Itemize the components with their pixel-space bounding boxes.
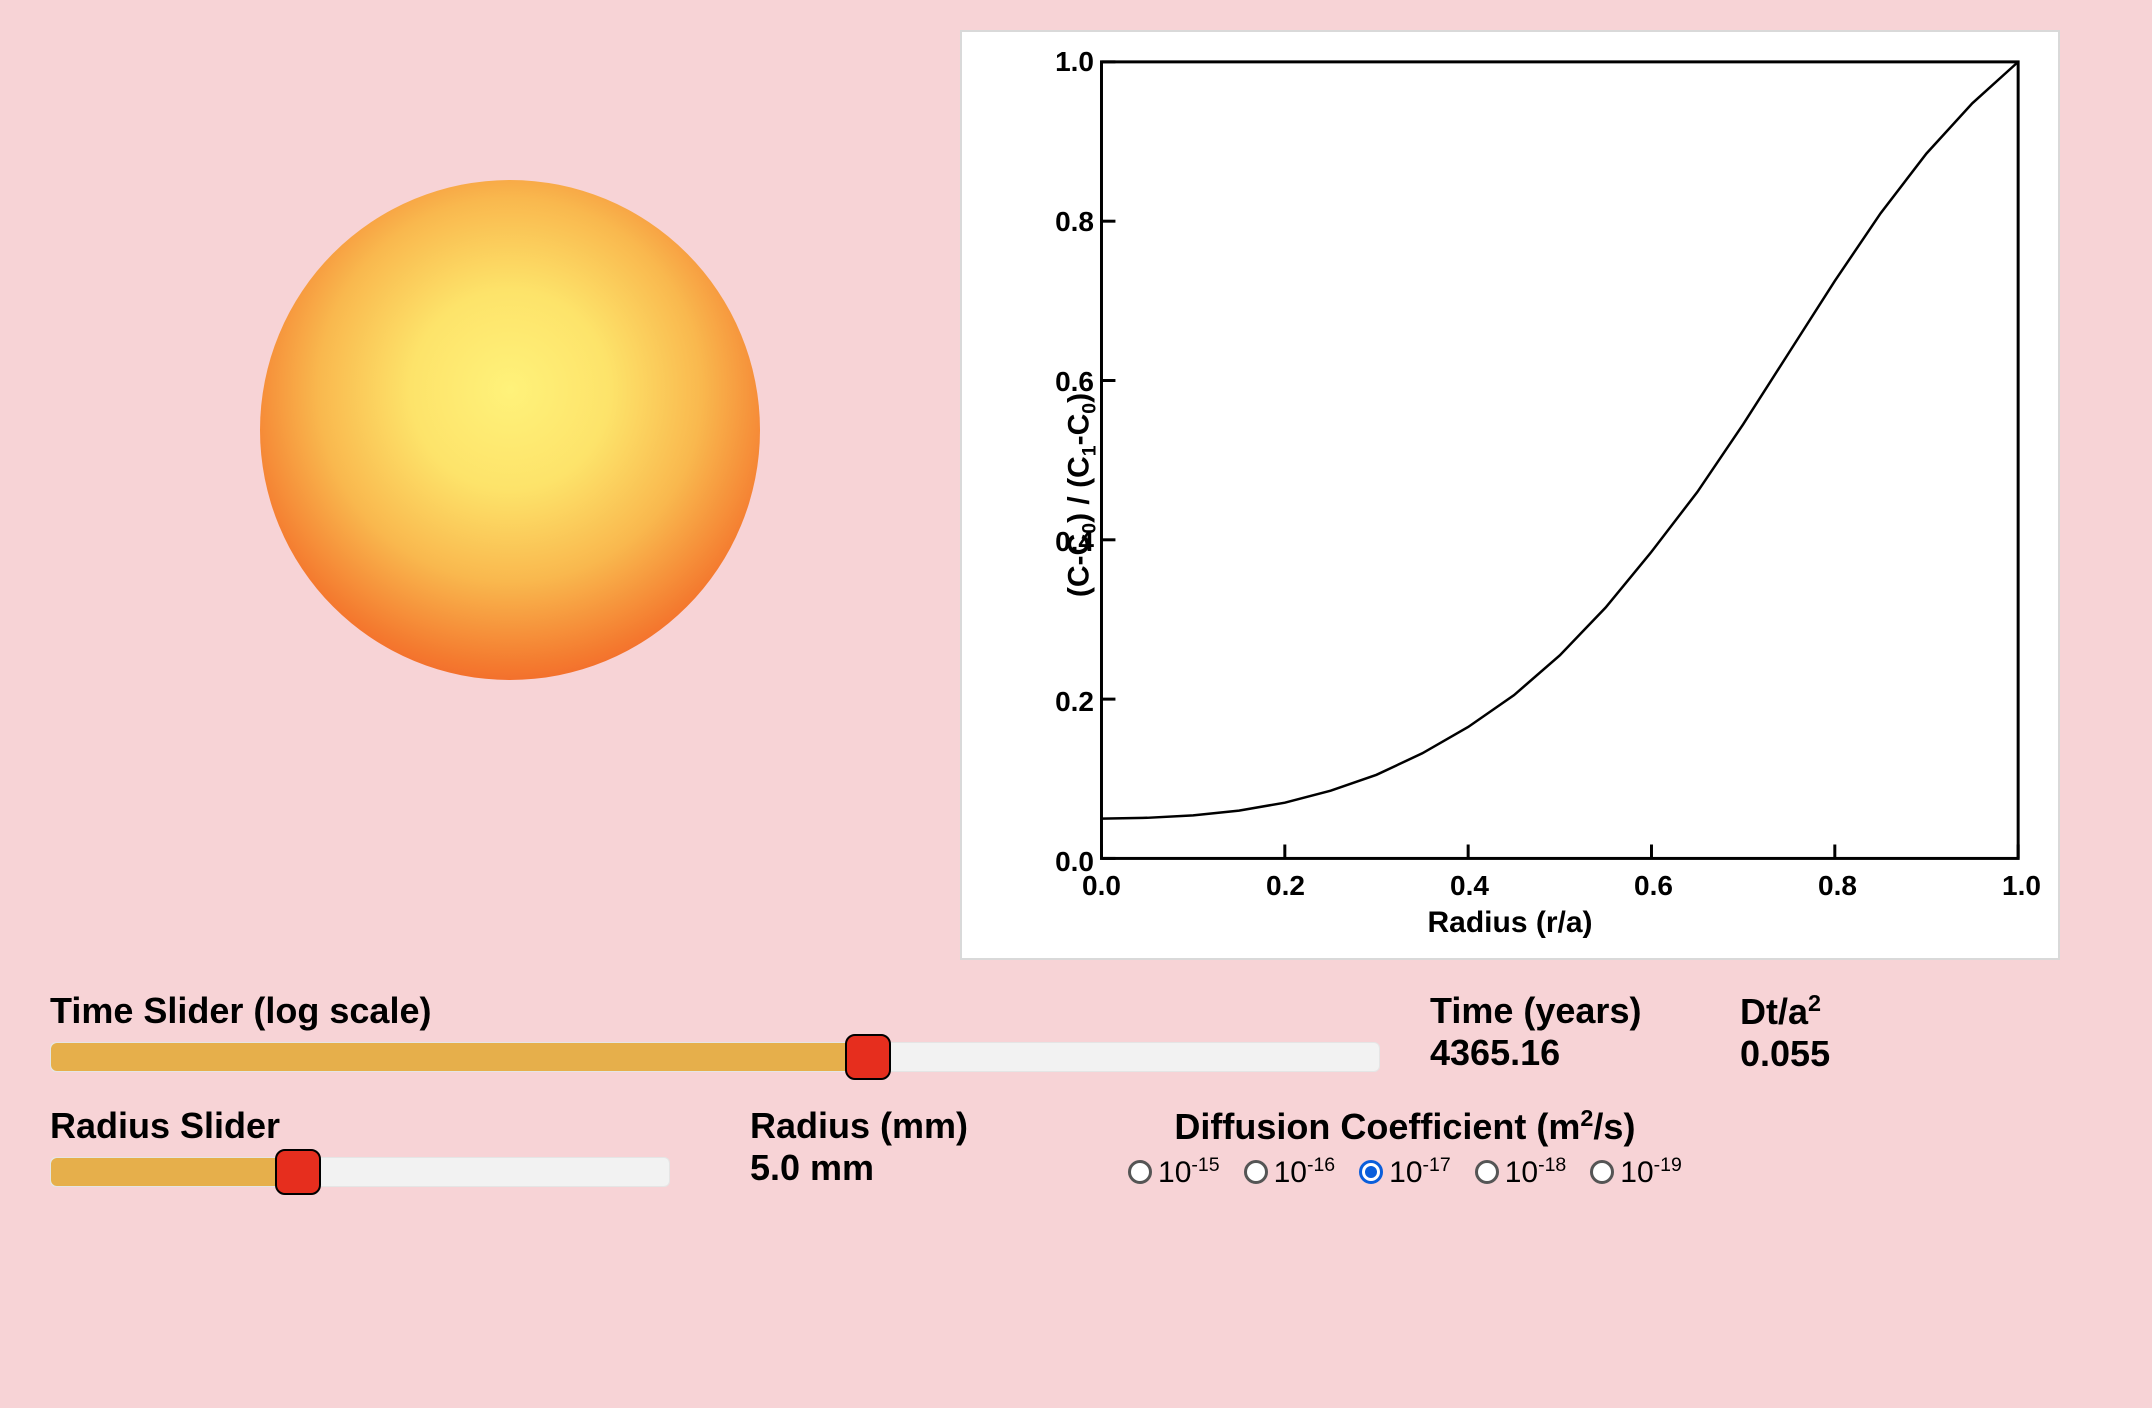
diffusion-option-label: 10-15	[1158, 1154, 1220, 1190]
diffusion-coefficient-title: Diffusion Coefficient (m2/s)	[1128, 1105, 1682, 1148]
diffusion-option-label: 10-16	[1274, 1154, 1336, 1190]
radio-icon[interactable]	[1475, 1160, 1499, 1184]
chart-ytick-label: 0.2	[1044, 686, 1094, 718]
time-readout-title: Time (years)	[1430, 990, 1670, 1032]
radius-readout: Radius (mm) 5.0 mm	[750, 1105, 968, 1189]
time-readout-value: 4365.16	[1430, 1032, 1670, 1074]
chart-xtick-label: 0.8	[1818, 870, 1857, 902]
dt-readout-value: 0.055	[1740, 1033, 1980, 1075]
time-readout: Time (years) 4365.16	[1430, 990, 1670, 1075]
chart-ytick-label: 0.6	[1044, 366, 1094, 398]
radio-icon[interactable]	[1128, 1160, 1152, 1184]
radius-readout-value: 5.0 mm	[750, 1147, 968, 1189]
diffusion-option-1e-17[interactable]: 10-17	[1359, 1154, 1451, 1190]
time-slider-block: Time Slider (log scale)	[50, 990, 1380, 1072]
time-slider-fill	[51, 1043, 868, 1071]
radius-slider[interactable]	[50, 1157, 670, 1187]
dt-readout: Dt/a2 0.055	[1740, 990, 1980, 1075]
radio-icon[interactable]	[1244, 1160, 1268, 1184]
concentration-chart	[962, 32, 2058, 958]
chart-ytick-label: 0.8	[1044, 206, 1094, 238]
radius-slider-thumb[interactable]	[275, 1149, 321, 1195]
diffusion-coefficient-block: Diffusion Coefficient (m2/s) 10-15 10-16 1…	[1128, 1105, 1682, 1190]
chart-ytick-label: 1.0	[1044, 46, 1094, 78]
radius-slider-fill	[51, 1158, 298, 1186]
diffusion-option-label: 10-17	[1389, 1154, 1451, 1190]
diffusion-option-1e-16[interactable]: 10-16	[1244, 1154, 1336, 1190]
concentration-chart-panel: (C-C0) / (C1-C0) Radius (r/a) 0.0 0.2 0.4 0…	[960, 30, 2060, 960]
time-slider[interactable]	[50, 1042, 1380, 1072]
chart-y-axis-label: (C-C0) / (C1-C0)	[1063, 393, 1102, 597]
radius-slider-block: Radius Slider	[50, 1105, 670, 1187]
chart-ytick-label: 0.0	[1044, 846, 1094, 878]
radio-icon[interactable]	[1590, 1160, 1614, 1184]
chart-xtick-label: 0.2	[1266, 870, 1305, 902]
radius-slider-label: Radius Slider	[50, 1105, 670, 1147]
chart-x-axis-label: Radius (r/a)	[962, 906, 2058, 940]
diffusion-option-label: 10-19	[1620, 1154, 1682, 1190]
dt-readout-title: Dt/a2	[1740, 990, 1980, 1033]
time-slider-label: Time Slider (log scale)	[50, 990, 1380, 1032]
diffusion-sphere	[260, 180, 760, 680]
diffusion-option-1e-18[interactable]: 10-18	[1475, 1154, 1567, 1190]
diffusion-option-label: 10-18	[1505, 1154, 1567, 1190]
time-slider-thumb[interactable]	[845, 1034, 891, 1080]
chart-xtick-label: 1.0	[2002, 870, 2041, 902]
diffusion-option-1e-15[interactable]: 10-15	[1128, 1154, 1220, 1190]
chart-xtick-label: 0.4	[1450, 870, 1489, 902]
diffusion-option-1e-19[interactable]: 10-19	[1590, 1154, 1682, 1190]
radio-icon[interactable]	[1359, 1160, 1383, 1184]
sphere-gradient	[260, 180, 760, 680]
chart-xtick-label: 0.6	[1634, 870, 1673, 902]
chart-ytick-label: 0.4	[1044, 526, 1094, 558]
radius-readout-title: Radius (mm)	[750, 1105, 968, 1147]
